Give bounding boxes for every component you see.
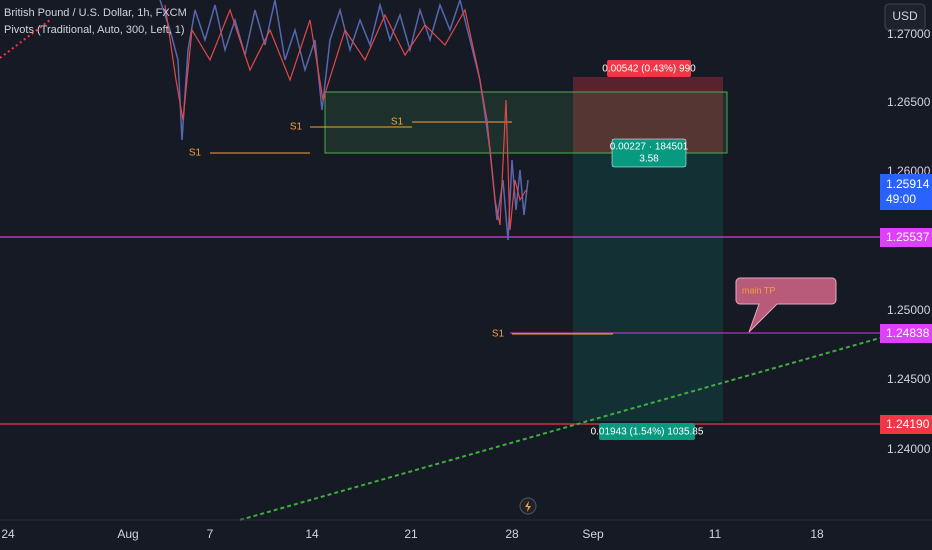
level-price: 1.24190	[886, 417, 930, 431]
time-tick: 7	[207, 527, 214, 541]
price-tick: 1.24500	[887, 372, 931, 386]
pivot-label: S1	[492, 329, 505, 340]
currency[interactable]: USD	[892, 9, 918, 23]
price-tick: 1.24000	[887, 442, 931, 456]
time-tick: 24	[1, 527, 15, 541]
ratio-box	[611, 138, 687, 168]
time-tick: 21	[404, 527, 418, 541]
target-label-box	[607, 60, 691, 77]
time-tick: 14	[305, 527, 319, 541]
stop-zone	[573, 153, 723, 421]
level-box	[880, 324, 932, 343]
current-price: 1.25914	[886, 177, 930, 191]
pivot-label: S1	[189, 148, 202, 159]
time-tick: 28	[505, 527, 519, 541]
stop-label: 0.01943 (1.54%) 1035.85	[591, 427, 704, 438]
level-box	[880, 228, 932, 247]
time-tick: 11	[709, 527, 722, 541]
trend-line	[0, 19, 51, 59]
price-path	[164, 4, 527, 231]
current-price-box	[880, 174, 932, 210]
callout-bubble	[735, 277, 837, 333]
time-tick: Aug	[117, 527, 138, 541]
level-price: 1.25537	[886, 230, 930, 244]
price-tick: 1.25000	[887, 303, 931, 317]
level-box	[880, 415, 932, 434]
event-icon-bolt	[525, 501, 531, 512]
trend-line	[239, 337, 881, 521]
pivot-label: S1	[391, 117, 404, 128]
pivot-label: S1	[290, 122, 303, 133]
target-label: 0.00542 (0.43%) 990	[602, 64, 696, 75]
stop-label-box	[599, 423, 695, 440]
ratio-label: 3.58	[639, 154, 659, 165]
currency-button[interactable]	[884, 3, 926, 31]
level-price: 1.24838	[886, 326, 930, 340]
countdown: 49:00	[886, 192, 916, 206]
indicator-title: Pivots (Traditional, Auto, 300, Left, 1)	[4, 24, 185, 36]
price-path	[159, 0, 529, 241]
ratio-label: 0.00227 · 184501	[610, 142, 689, 153]
time-tick: 18	[810, 527, 824, 541]
price-tick: 1.26500	[887, 95, 931, 109]
symbol-title: British Pound / U.S. Dollar, 1h, FXCM	[4, 7, 187, 19]
price-tick: 1.27000	[887, 27, 931, 41]
time-tick: Sep	[582, 527, 604, 541]
callout-text: main TP	[742, 285, 775, 295]
